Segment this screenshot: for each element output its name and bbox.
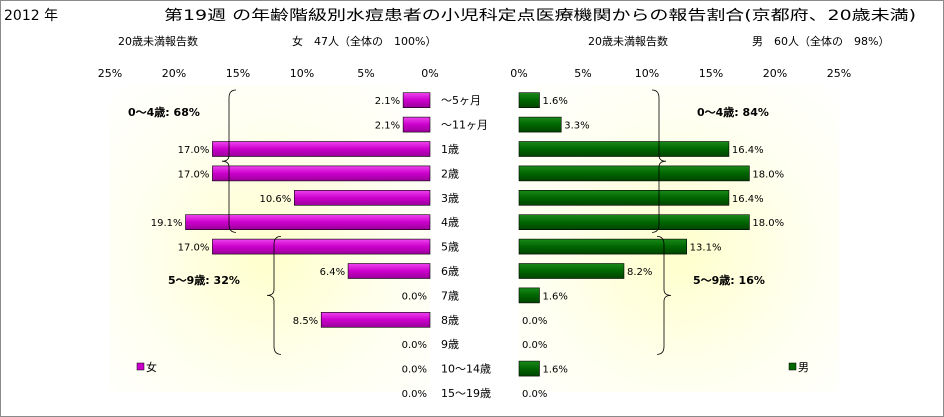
male-group-label: 5〜9歳: 16% [693, 273, 765, 287]
male-tick-label: 20% [763, 67, 787, 80]
age-category-label: 3歳 [441, 192, 459, 205]
female-bar-label: 0.0% [402, 365, 427, 376]
female-bar [320, 311, 431, 328]
male-bar-label: 16.4% [732, 194, 764, 205]
female-group-label: 0〜4歳: 68% [128, 105, 200, 119]
male-bar [518, 214, 750, 230]
age-category-label: 7歳 [441, 289, 459, 302]
female-bar-label: 17.0% [178, 145, 210, 156]
female-tick-label: 5% [357, 67, 374, 80]
male-bar-label: 0.0% [522, 316, 547, 327]
female-tick-label: 20% [162, 67, 186, 80]
female-bar [212, 238, 431, 255]
female-group-label: 5〜9歳: 32% [168, 273, 240, 287]
male-bar-label: 16.4% [732, 145, 764, 156]
year-label: 2012 年 [4, 8, 58, 24]
female-bar [294, 190, 431, 206]
female-bar [212, 165, 431, 182]
male-bar-label: 8.2% [627, 267, 652, 278]
male-bar [518, 360, 540, 377]
age-category-label: 6歳 [441, 265, 459, 278]
female-bar-label: 17.0% [178, 169, 210, 180]
plot-area-female [110, 85, 430, 392]
age-categories: 〜5ヶ月〜11ヶ月 1歳 2歳 3歳 4歳 5歳 6歳 7歳 8歳 9歳 10〜14歳 15〜19歳 [441, 94, 491, 400]
male-group-brace [651, 89, 667, 233]
plot-area-male [519, 85, 839, 392]
female-header-total: 女 47人（全体の 100%） [292, 34, 436, 48]
male-axis-ticks: 0% 5% 10% 15% 20% 25% [510, 67, 851, 80]
female-bar-label: 19.1% [151, 218, 183, 229]
female-bar-label: 8.5% [293, 316, 318, 327]
male-group-brace [656, 236, 672, 355]
male-tick-label: 25% [827, 67, 851, 80]
female-bars: 2.1% 2.1% 17.0% 17.0% 10.6% 19.1% 17.0% 6.4% 0.0… [151, 92, 431, 400]
chart-title: 第19週 の年齢階級別水痘患者の小児科定点医療機関からの報告割合(京都府、20歳… [164, 7, 916, 24]
male-bar [518, 190, 730, 206]
male-bar-label: 0.0% [522, 340, 547, 351]
male-bar [518, 141, 730, 157]
legend-female-swatch [136, 362, 145, 371]
male-bar [518, 287, 540, 304]
female-tick-label: 25% [98, 67, 122, 80]
female-bar-label: 0.0% [402, 340, 427, 351]
male-group-label: 0〜4歳: 84% [697, 105, 769, 119]
legend-female-label: 女 [146, 360, 157, 374]
female-tick-label: 15% [226, 67, 250, 80]
age-category-label: 4歳 [441, 216, 459, 229]
male-bar-label: 18.0% [752, 169, 784, 180]
male-bar-label: 13.1% [690, 243, 722, 254]
male-bar-label: 0.0% [522, 389, 547, 400]
age-category-label: 1歳 [441, 143, 459, 156]
age-category-label: 〜5ヶ月 [441, 94, 481, 107]
female-bar-label: 10.6% [260, 194, 292, 205]
female-group-brace [221, 89, 237, 233]
male-bar [518, 116, 562, 133]
group-braces: 0〜4歳: 68% 5〜9歳: 32% 0〜4歳: 84% 5〜9歳: 16% [128, 89, 769, 355]
male-bar [518, 263, 625, 279]
female-bar [185, 214, 431, 230]
male-bar [518, 165, 750, 182]
female-bar [212, 141, 431, 157]
age-category-label: 5歳 [441, 241, 459, 254]
legend-male-label: 男 [798, 361, 809, 374]
male-tick-label: 10% [635, 67, 659, 80]
male-header-total: 男 60人（全体の 98%） [752, 34, 889, 48]
male-tick-label: 5% [574, 67, 591, 80]
female-bar [347, 263, 431, 279]
female-bar [402, 116, 431, 133]
male-bar-label: 18.0% [752, 218, 784, 229]
male-tick-label: 15% [699, 67, 723, 80]
age-category-label: 〜11ヶ月 [441, 119, 488, 132]
female-bar-label: 2.1% [375, 121, 400, 132]
female-bar-label: 0.0% [402, 291, 427, 302]
age-category-label: 10〜14歳 [441, 363, 491, 376]
male-bar [518, 238, 687, 255]
female-bar [402, 92, 431, 108]
female-group-brace [266, 236, 282, 355]
male-bar-label: 1.6% [542, 96, 567, 107]
male-bar-label: 1.6% [542, 291, 567, 302]
male-tick-label: 0% [510, 67, 527, 80]
female-tick-label: 10% [290, 67, 314, 80]
legend-male-swatch [788, 362, 797, 371]
male-bar-label: 1.6% [542, 365, 567, 376]
female-tick-label: 0% [421, 67, 438, 80]
age-category-label: 9歳 [441, 338, 459, 351]
female-axis-ticks: 25% 20% 15% 10% 5% 0% [98, 67, 439, 80]
female-bar-label: 0.0% [402, 389, 427, 400]
age-category-label: 15〜19歳 [441, 387, 491, 400]
female-bar-label: 2.1% [375, 96, 400, 107]
male-header-count: 20歳未満報告数 [588, 35, 668, 48]
male-bar [518, 92, 540, 108]
age-category-label: 2歳 [441, 167, 459, 180]
male-bar-label: 3.3% [564, 121, 589, 132]
age-category-label: 8歳 [441, 314, 459, 327]
male-bars: 1.6% 3.3% 16.4% 18.0% 16.4% 18.0% 13.1% 8.2% 1.6… [518, 92, 784, 400]
female-bar-label: 17.0% [178, 243, 210, 254]
female-header-count: 20歳未満報告数 [118, 35, 198, 48]
female-bar-label: 6.4% [320, 267, 345, 278]
